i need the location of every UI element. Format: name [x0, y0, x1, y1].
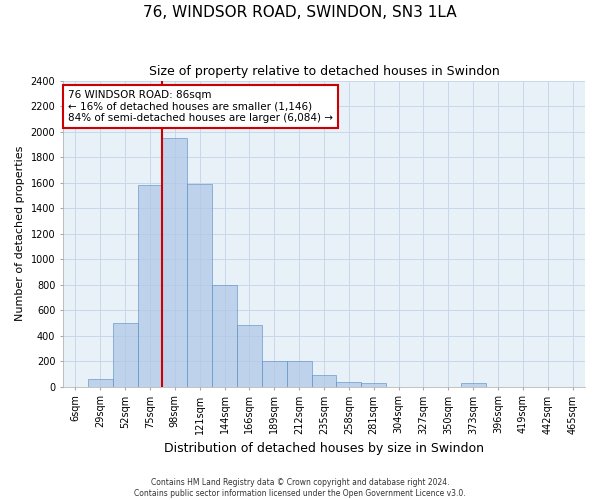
Bar: [262, 361, 287, 386]
Bar: [237, 326, 262, 386]
X-axis label: Distribution of detached houses by size in Swindon: Distribution of detached houses by size …: [164, 442, 484, 455]
Bar: [163, 138, 187, 386]
Bar: [113, 323, 137, 386]
Text: Contains HM Land Registry data © Crown copyright and database right 2024.
Contai: Contains HM Land Registry data © Crown c…: [134, 478, 466, 498]
Bar: [337, 382, 361, 386]
Bar: [212, 284, 237, 386]
Bar: [361, 383, 386, 386]
Bar: [461, 384, 485, 386]
Text: 76 WINDSOR ROAD: 86sqm
← 16% of detached houses are smaller (1,146)
84% of semi-: 76 WINDSOR ROAD: 86sqm ← 16% of detached…: [68, 90, 333, 123]
Bar: [311, 375, 337, 386]
Title: Size of property relative to detached houses in Swindon: Size of property relative to detached ho…: [149, 65, 499, 78]
Text: 76, WINDSOR ROAD, SWINDON, SN3 1LA: 76, WINDSOR ROAD, SWINDON, SN3 1LA: [143, 5, 457, 20]
Bar: [287, 361, 311, 386]
Bar: [137, 185, 163, 386]
Bar: [187, 184, 212, 386]
Y-axis label: Number of detached properties: Number of detached properties: [15, 146, 25, 322]
Bar: [88, 379, 113, 386]
